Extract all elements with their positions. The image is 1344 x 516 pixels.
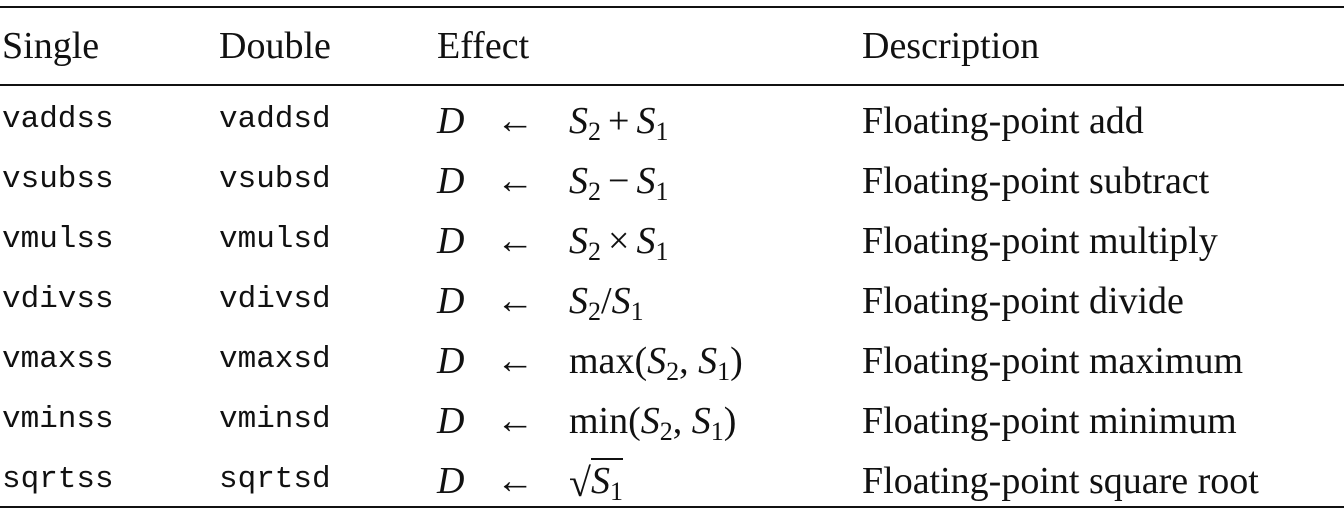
assignment-arrow: ← [496, 160, 534, 202]
subscript-2: 2 [588, 117, 601, 146]
instruction-description: Floating-point divide [862, 280, 1184, 322]
subscript-2: 2 [666, 357, 680, 386]
double-instruction: sqrtsd [219, 462, 331, 497]
operand-s2: S [569, 100, 588, 142]
open-paren: ( [634, 340, 648, 382]
close-paren: ) [723, 400, 737, 442]
single-instruction: sqrtss [2, 462, 114, 497]
instruction-description: Floating-point subtract [862, 160, 1210, 202]
single-instruction: vdivss [2, 282, 114, 317]
operand-s1: S [698, 340, 718, 382]
subscript-1: 1 [655, 237, 669, 266]
effect-expression: S2 + S1 [569, 100, 668, 145]
operand-s2: S [640, 400, 660, 442]
effect-expression: min(S2, S1) [569, 400, 737, 445]
table-top-rule [0, 6, 1344, 8]
double-instruction: vdivsd [219, 282, 331, 317]
operand-s1: S [590, 460, 610, 502]
header-effect: Effect [437, 25, 530, 67]
header-double: Double [219, 25, 331, 67]
header-single: Single [2, 25, 100, 67]
instruction-description: Floating-point square root [862, 460, 1259, 502]
subscript-1: 1 [717, 357, 731, 386]
effect-expression: max(S2, S1) [569, 340, 743, 385]
open-paren: ( [628, 400, 641, 442]
assignment-arrow: ← [496, 100, 534, 142]
operand-s2: S [647, 340, 667, 382]
function-name: max [569, 340, 635, 382]
subscript-1: 1 [655, 177, 669, 206]
comma: , [679, 340, 689, 382]
subscript-1: 1 [710, 417, 724, 446]
operand-s2: S [569, 220, 588, 262]
table-header-rule [0, 84, 1344, 86]
assignment-arrow: ← [496, 220, 534, 262]
double-instruction: vminsd [219, 402, 331, 437]
function-name: min [569, 400, 629, 442]
instruction-description: Floating-point maximum [862, 340, 1244, 382]
radicand: S1 [590, 458, 623, 505]
effect-expression: S2 × S1 [569, 220, 668, 265]
single-instruction: vaddss [2, 102, 114, 137]
single-instruction: vmulss [2, 222, 114, 257]
single-instruction: vmaxss [2, 342, 114, 377]
double-instruction: vmaxsd [219, 342, 331, 377]
operator-symbol: − [608, 160, 630, 202]
subscript-2: 2 [588, 177, 601, 206]
subscript-1: 1 [655, 117, 669, 146]
operand-s2: S [569, 160, 588, 202]
square-root-symbol: √ [569, 460, 591, 505]
operand-s1: S [611, 280, 631, 322]
effect-expression: √S1 [569, 458, 623, 505]
double-instruction: vsubsd [219, 162, 331, 197]
single-instruction: vminss [2, 402, 114, 437]
destination-operand: D [437, 100, 465, 142]
assignment-arrow: ← [496, 280, 534, 322]
double-instruction: vaddsd [219, 102, 331, 137]
destination-operand: D [437, 400, 465, 442]
subscript-2: 2 [659, 417, 673, 446]
instruction-description: Floating-point add [862, 100, 1144, 142]
assignment-arrow: ← [496, 460, 534, 502]
subscript-1: 1 [609, 477, 623, 506]
destination-operand: D [437, 160, 465, 202]
assignment-arrow: ← [496, 400, 534, 442]
subscript-2: 2 [588, 297, 601, 326]
operand-s2: S [569, 280, 588, 322]
single-instruction: vsubss [2, 162, 114, 197]
operand-s1: S [691, 400, 711, 442]
instruction-description: Floating-point minimum [862, 400, 1237, 442]
comma: , [672, 400, 683, 442]
close-paren: ) [730, 340, 743, 382]
effect-expression: S2− S1 [569, 160, 668, 205]
table-bottom-rule [0, 506, 1344, 508]
assignment-arrow: ← [496, 340, 534, 382]
operand-s1: S [636, 100, 656, 142]
destination-operand: D [437, 460, 465, 502]
subscript-1: 1 [630, 297, 644, 326]
destination-operand: D [437, 220, 465, 262]
operand-s1: S [636, 160, 656, 202]
destination-operand: D [437, 280, 465, 322]
operator-symbol: / [601, 280, 612, 322]
effect-expression: S2/S1 [569, 280, 644, 325]
subscript-2: 2 [588, 237, 601, 266]
operator-symbol: × [608, 220, 630, 262]
instruction-description: Floating-point multiply [862, 220, 1218, 262]
operator-symbol: + [608, 100, 630, 142]
double-instruction: vmulsd [219, 222, 331, 257]
header-description: Description [862, 25, 1040, 67]
operand-s1: S [636, 220, 656, 262]
destination-operand: D [437, 340, 465, 382]
